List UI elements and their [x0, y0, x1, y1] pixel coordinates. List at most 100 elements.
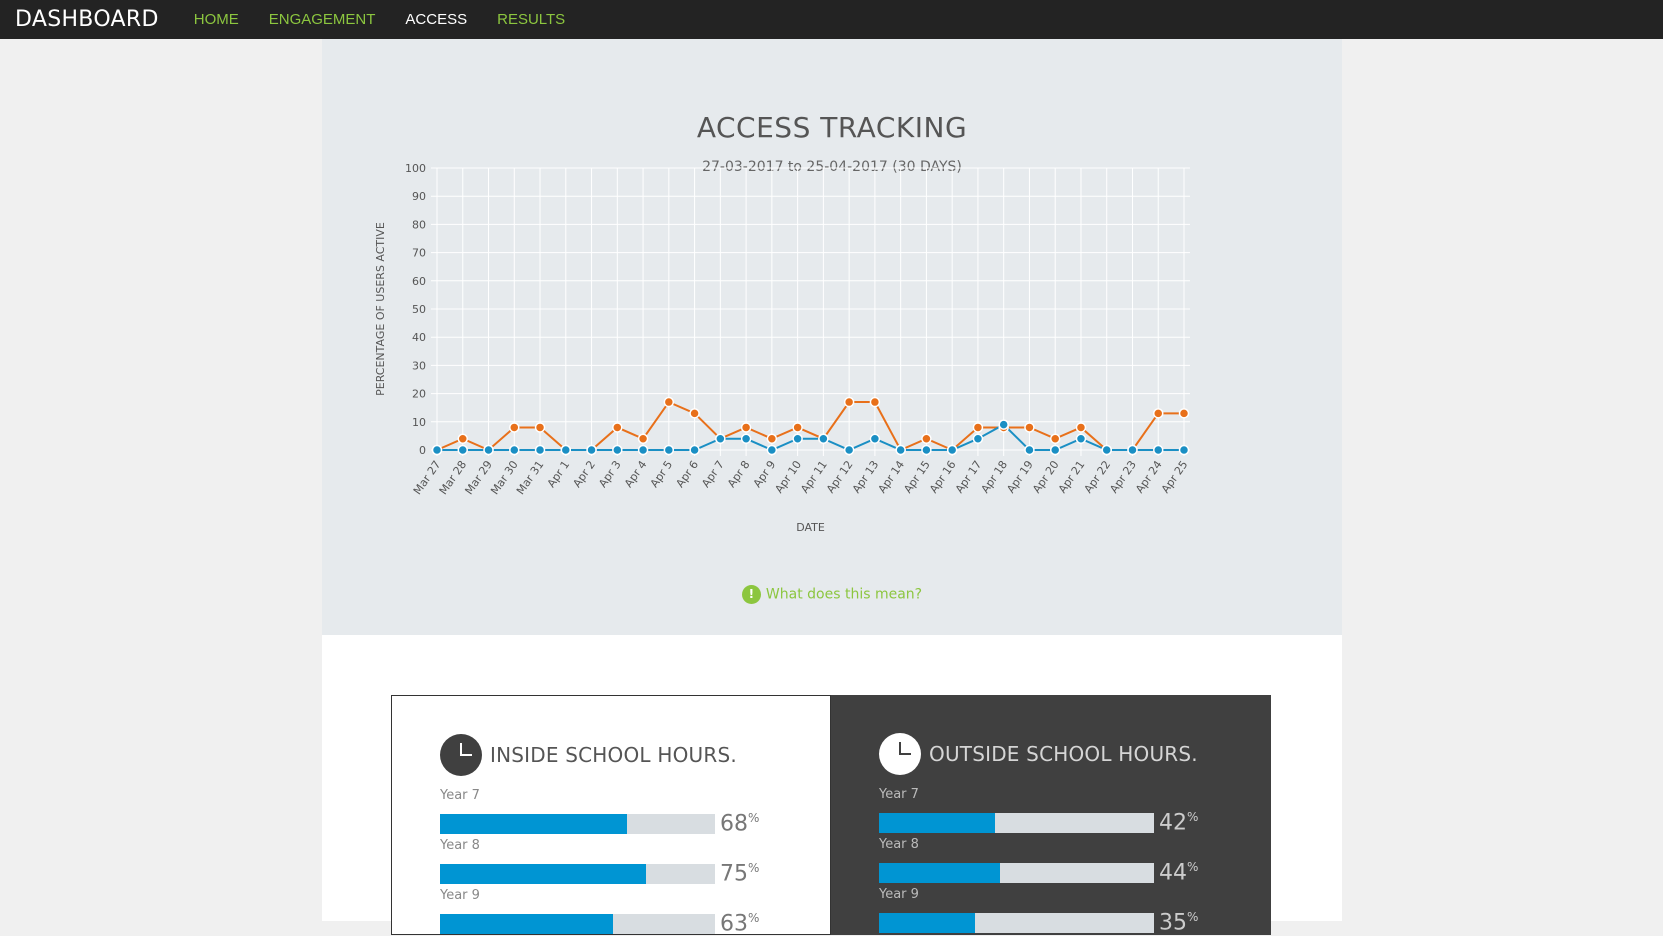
x-tick-label: Apr 25	[1159, 458, 1191, 495]
progress-fill	[440, 813, 627, 834]
y-tick-label: 10	[412, 416, 426, 429]
series-point-0	[843, 396, 855, 408]
progress-value: 42%	[1159, 810, 1199, 836]
clock-icon	[879, 733, 921, 775]
outside-header: OUTSIDE SCHOOL HOURS.	[879, 733, 1198, 775]
row-label: Year 8	[879, 837, 919, 852]
series-point-0	[534, 422, 546, 433]
access-tracking-panel: ACCESS TRACKING 27-03-2017 to 25-04-2017…	[322, 39, 1342, 635]
y-tick-label: 60	[412, 275, 426, 288]
series-point-1	[1024, 444, 1035, 456]
series-point-0	[869, 396, 881, 408]
outside-row-year8: Year 8 44%	[879, 837, 1219, 885]
clock-icon	[440, 734, 482, 776]
y-tick-label: 20	[412, 388, 426, 401]
progress-value: 44%	[1159, 860, 1199, 886]
outside-row-year9: Year 9 35%	[879, 887, 1219, 935]
y-tick-label: 80	[412, 218, 426, 231]
series-point-0	[509, 422, 520, 433]
y-tick-label: 40	[412, 331, 426, 344]
series-point-0	[1152, 408, 1164, 419]
x-axis-title: DATE	[796, 521, 825, 534]
y-tick-label: 90	[412, 190, 426, 203]
progress-value: 75%	[720, 861, 760, 887]
y-tick-label: 30	[412, 359, 426, 372]
series-point-0	[612, 422, 623, 433]
progress-bar	[440, 863, 715, 884]
series-point-1	[431, 444, 443, 456]
progress-bar	[879, 862, 1154, 883]
y-tick-label: 0	[419, 444, 426, 457]
progress-bar	[440, 913, 715, 934]
nav-results[interactable]: RESULTS	[497, 11, 566, 28]
progress-fill	[879, 812, 995, 833]
x-tick-label: Apr 1	[545, 458, 573, 490]
series-point-1	[818, 433, 829, 444]
top-navbar: DASHBOARD HOME ENGAGEMENT ACCESS RESULTS	[0, 0, 1663, 39]
x-tick-label: Apr 4	[622, 458, 650, 490]
school-hours-panel: INSIDE SCHOOL HOURS. Year 7 68% Year 8 7…	[322, 635, 1342, 936]
x-tick-label: Apr 5	[648, 458, 676, 490]
series-point-1	[972, 433, 984, 444]
series-point-1	[483, 444, 494, 456]
row-label: Year 7	[879, 787, 919, 802]
progress-value: 63%	[720, 911, 760, 936]
series-point-1	[1178, 444, 1190, 456]
series-point-1	[869, 433, 881, 444]
x-tick-label: Apr 2	[570, 458, 598, 490]
series-point-1	[637, 444, 649, 456]
nav-access[interactable]: ACCESS	[405, 11, 468, 28]
chart-title: ACCESS TRACKING	[696, 111, 968, 144]
series-point-1	[689, 444, 700, 456]
nav-home[interactable]: HOME	[193, 11, 239, 28]
x-tick-label: Apr 3	[596, 458, 624, 490]
row-label: Year 7	[440, 788, 480, 803]
series-point-1	[921, 444, 932, 456]
series-point-0	[1178, 408, 1190, 419]
y-axis-title: PERCENTAGE OF USERS ACTIVE	[374, 222, 387, 396]
progress-bar	[879, 812, 1154, 833]
info-link[interactable]: ! What does this mean?	[322, 585, 1342, 604]
x-tick-label: Apr 6	[673, 458, 701, 490]
series-point-0	[1075, 422, 1087, 433]
nav-engagement[interactable]: ENGAGEMENT	[268, 11, 376, 28]
series-point-1	[457, 444, 469, 456]
series-point-1	[509, 444, 520, 456]
series-point-1	[998, 419, 1009, 430]
series-point-0	[792, 422, 803, 433]
series-point-1	[843, 444, 855, 456]
series-point-1	[740, 433, 752, 444]
info-icon: !	[741, 585, 761, 604]
progress-bar	[440, 813, 715, 834]
series-point-1	[560, 444, 572, 456]
series-point-1	[946, 444, 958, 456]
row-label: Year 9	[879, 887, 919, 902]
y-tick-label: 100	[405, 162, 426, 175]
inside-title: INSIDE SCHOOL HOURS.	[490, 743, 737, 767]
series-point-1	[766, 444, 778, 456]
series-point-0	[766, 433, 778, 444]
brand-logo[interactable]: DASHBOARD	[15, 7, 159, 32]
chart-date-range: 27-03-2017 to 25-04-2017 (30 DAYS)	[702, 159, 962, 175]
series-point-0	[689, 408, 700, 419]
y-tick-label: 70	[412, 247, 426, 260]
inside-row-year7: Year 7 68%	[440, 788, 780, 836]
series-point-1	[792, 433, 803, 444]
outside-school-hours-box: OUTSIDE SCHOOL HOURS. Year 7 42% Year 8 …	[831, 695, 1271, 935]
info-link-text[interactable]: What does this mean?	[765, 586, 923, 603]
y-tick-label: 50	[412, 303, 426, 316]
series-point-1	[663, 444, 675, 456]
inside-school-hours-box: INSIDE SCHOOL HOURS. Year 7 68% Year 8 7…	[391, 695, 831, 936]
series-point-1	[534, 444, 546, 456]
progress-fill	[879, 912, 976, 933]
outside-row-year7: Year 7 42%	[879, 787, 1219, 835]
series-point-1	[1127, 444, 1138, 456]
series-point-1	[1049, 444, 1061, 456]
series-point-1	[612, 444, 623, 456]
series-point-0	[740, 422, 752, 433]
series-point-0	[1024, 422, 1035, 433]
progress-fill	[440, 863, 647, 884]
x-tick-label: Apr 7	[699, 458, 727, 490]
series-point-1	[586, 444, 597, 456]
